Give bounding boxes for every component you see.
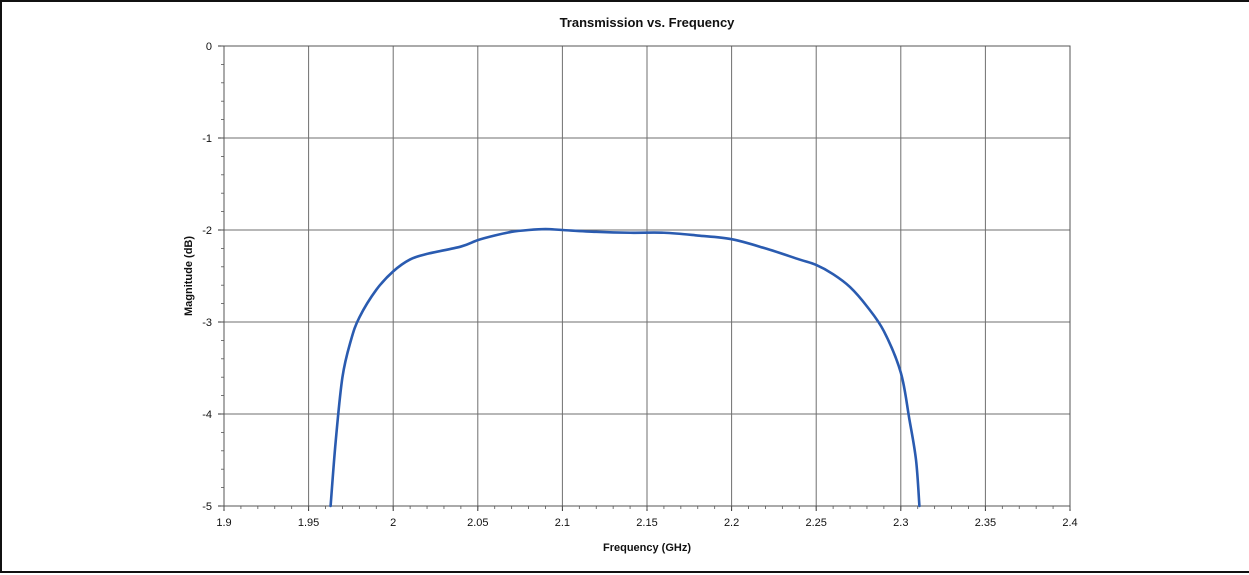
- x-tick-label: 2.25: [805, 517, 826, 529]
- ticks: [218, 45, 1071, 511]
- x-tick-label: 2.3: [893, 517, 908, 529]
- grid: [224, 46, 1070, 506]
- y-tick-label: -5: [202, 501, 212, 513]
- y-tick-label: -3: [202, 317, 212, 329]
- x-tick-label: 1.9: [216, 517, 231, 529]
- x-tick-label: 2.35: [975, 517, 996, 529]
- y-tick-label: -1: [202, 133, 212, 145]
- x-tick-label: 2.1: [555, 517, 570, 529]
- y-tick-label: -4: [202, 409, 212, 421]
- x-tick-label: 2.4: [1062, 517, 1077, 529]
- y-tick-label: 0: [206, 41, 212, 53]
- x-tick-label: 1.95: [298, 517, 319, 529]
- x-tick-label: 2.2: [724, 517, 739, 529]
- x-tick-label: 2.15: [636, 517, 657, 529]
- x-tick-label: 2.05: [467, 517, 488, 529]
- y-tick-label: -2: [202, 225, 212, 237]
- y-axis-title: Magnitude (dB): [183, 236, 195, 316]
- x-tick-labels: 1.9 1.95 2 2.05 2.1 2.15 2.2 2.25 2.3 2.35 2.4: [216, 517, 1077, 529]
- chart-title: Transmission vs. Frequency: [560, 15, 736, 30]
- x-axis-title: Frequency (GHz): [603, 542, 691, 554]
- x-tick-label: 2: [390, 517, 396, 529]
- series-line: [329, 227, 921, 508]
- y-tick-labels: 0 -1 -2 -3 -4 -5: [202, 41, 212, 513]
